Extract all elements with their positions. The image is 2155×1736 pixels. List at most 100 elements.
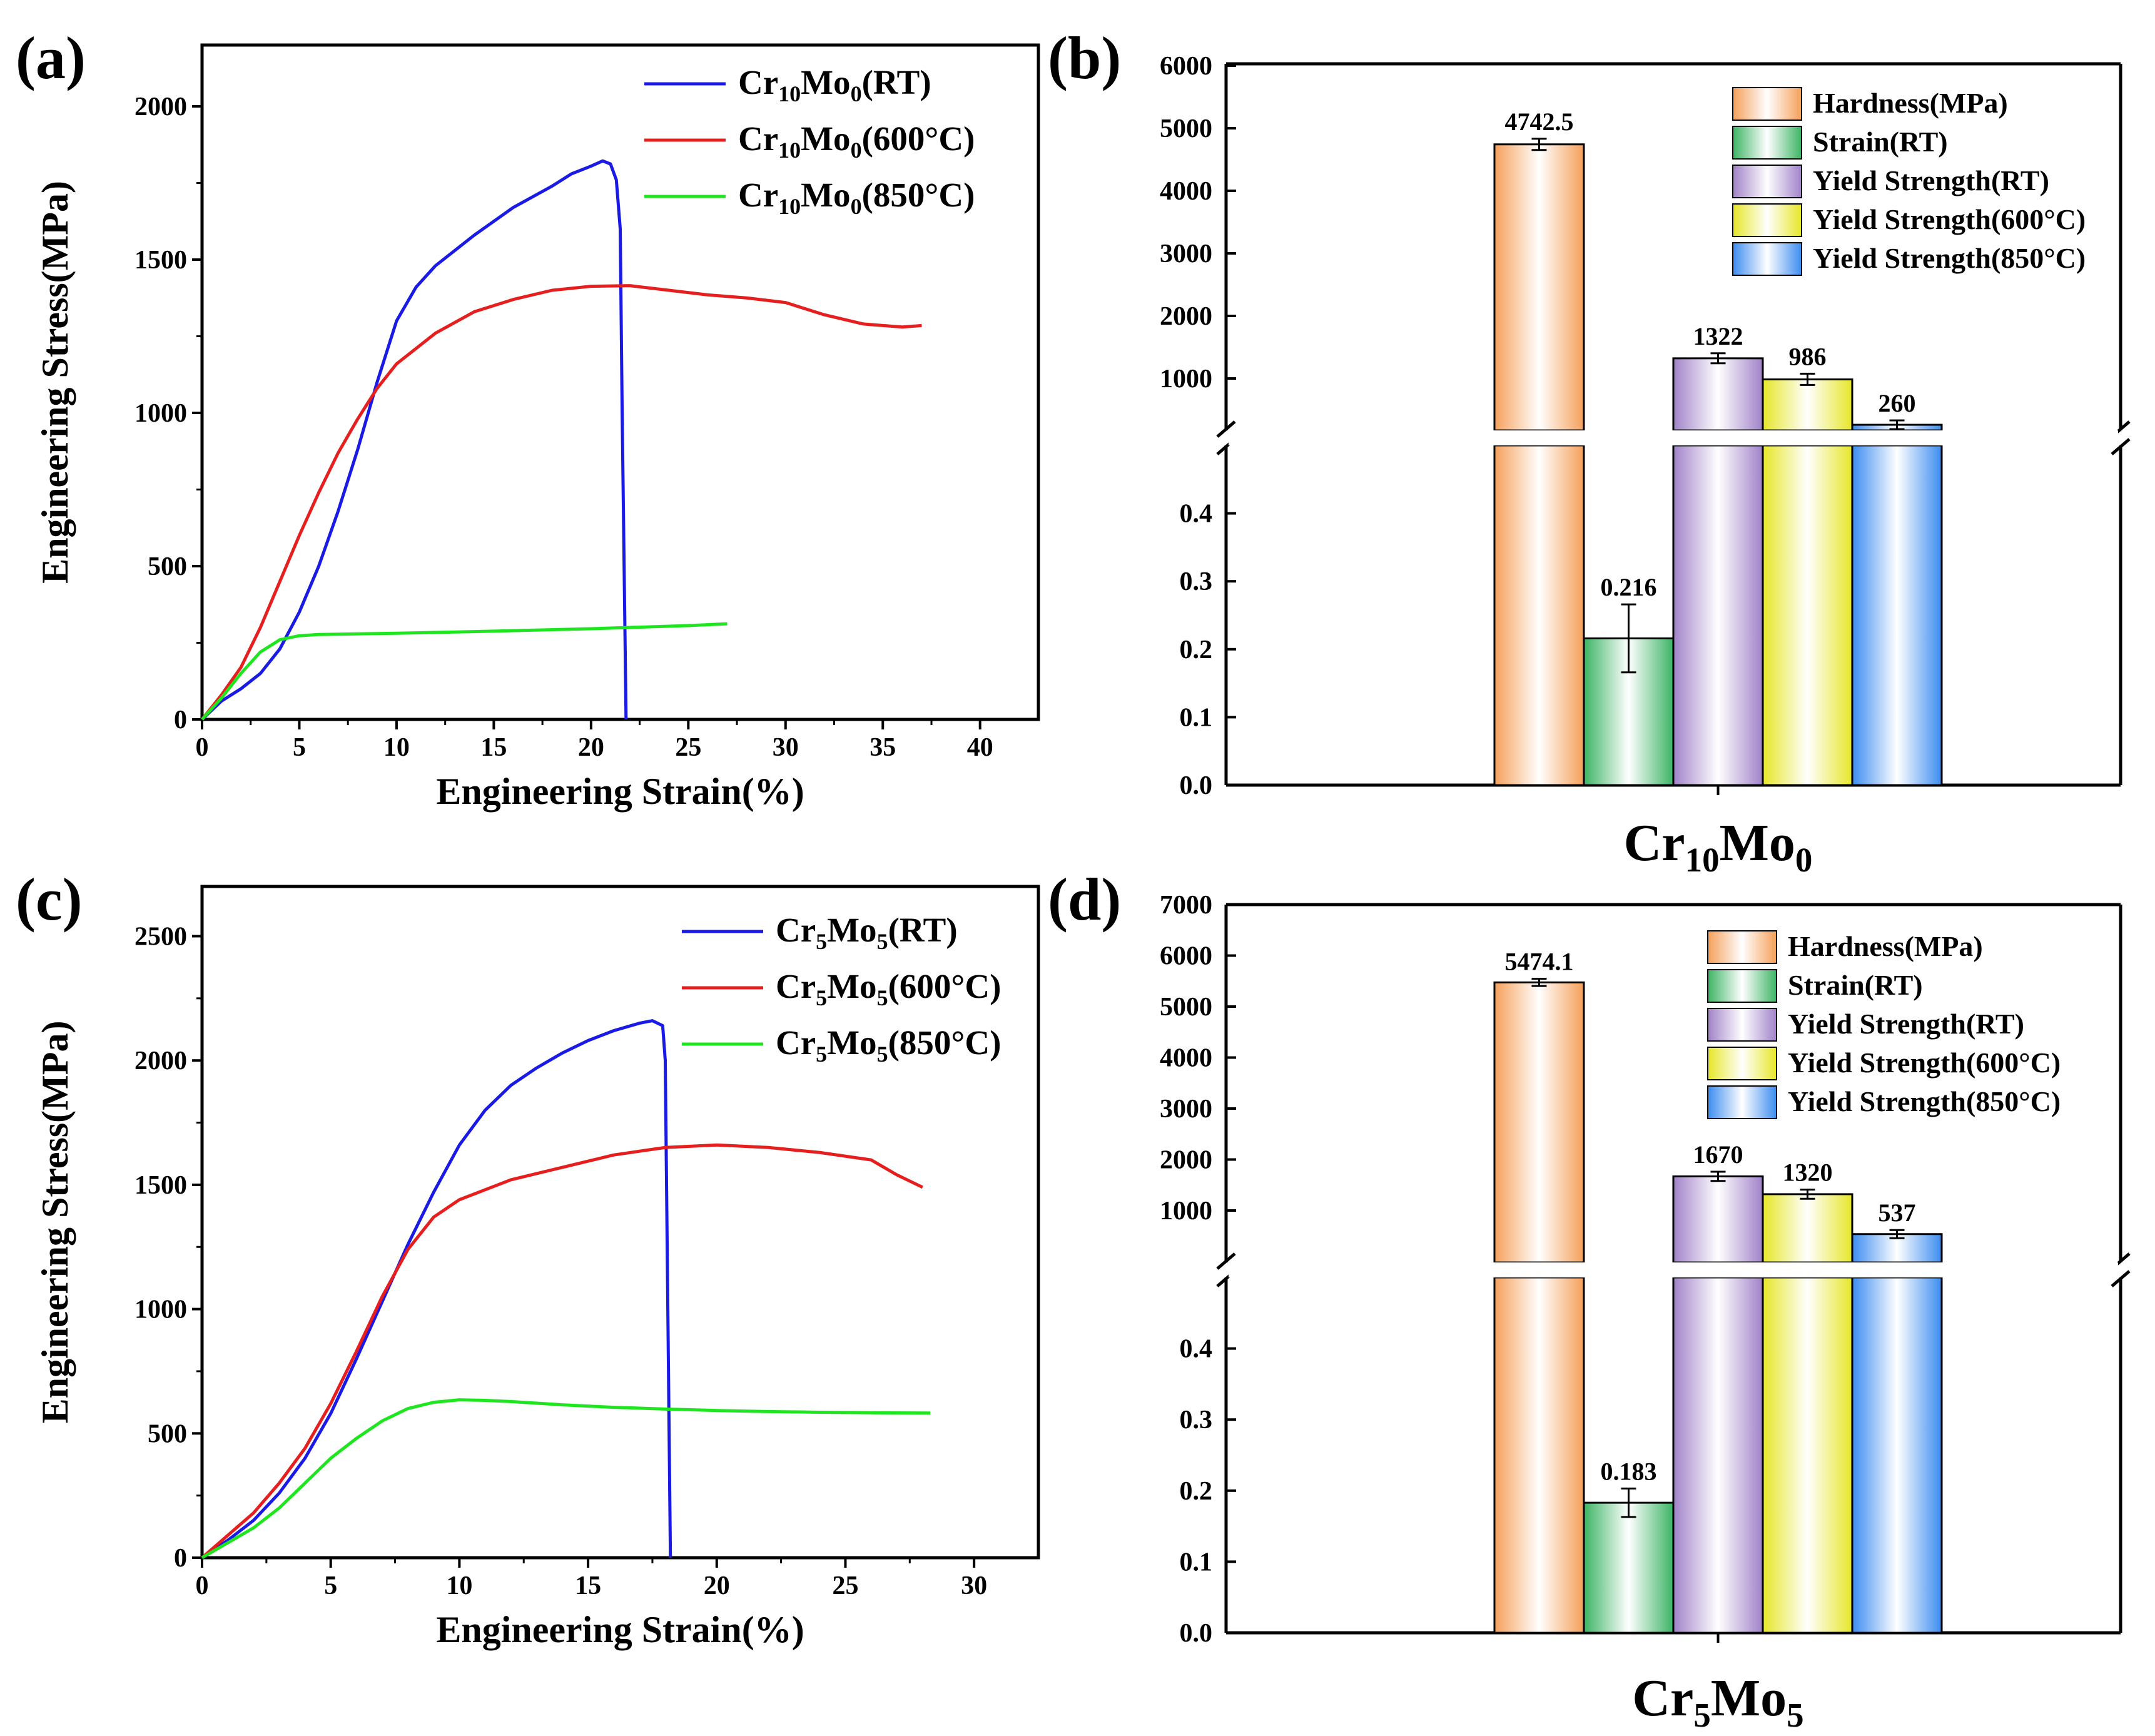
y-tick-label: 0.1 <box>1180 1548 1213 1576</box>
axis-break-gap <box>1229 1262 2118 1277</box>
y-tick-label: 5000 <box>1160 114 1212 143</box>
series-line-1 <box>201 284 922 721</box>
legend-label: Hardness(MPa) <box>1813 87 2008 119</box>
x-tick-label: 25 <box>675 733 701 762</box>
legend-label: Cr10Mo0(600°C) <box>738 119 975 163</box>
y-tick-label: 1000 <box>134 399 187 428</box>
category-label: Cr10Mo0 <box>1624 814 1813 879</box>
panel-label: (a) <box>16 24 86 91</box>
axis-break-gap <box>1229 430 2118 445</box>
data-label: 1670 <box>1693 1140 1743 1169</box>
y-tick-label: 2000 <box>134 1047 187 1075</box>
bar-lower-part <box>1672 444 1764 786</box>
x-tick-label: 30 <box>773 733 799 762</box>
panel-a: 0 5 10 15 20 25 30 35 40 0 500 1000 1500 2000 Engineer… <box>16 24 1040 812</box>
x-tick-label: 0 <box>196 1571 209 1600</box>
bar-lower-part <box>1851 1276 1943 1634</box>
y-tick-label: 2000 <box>134 93 187 121</box>
axis-break-mark <box>1216 420 1236 438</box>
legend-label: Hardness(MPa) <box>1788 930 1983 962</box>
data-label: 986 <box>1789 342 1827 370</box>
bar-lower-part <box>1493 444 1585 786</box>
series-line-2 <box>201 1398 931 1560</box>
y-tick-label: 0.0 <box>1180 771 1213 800</box>
x-tick-label: 20 <box>704 1571 730 1600</box>
x-tick-label: 5 <box>293 733 306 762</box>
bar-lower-part <box>1762 444 1853 786</box>
y-tick-label: 3000 <box>1160 1095 1212 1124</box>
legend-label: Cr5Mo5(600°C) <box>776 967 1001 1010</box>
legend-label: Cr10Mo0(850°C) <box>738 176 975 219</box>
x-tick-label: 15 <box>575 1571 601 1600</box>
y-tick-label: 2500 <box>134 922 187 951</box>
y-tick-label: 3000 <box>1160 240 1212 268</box>
bar-lower-part <box>1762 1276 1853 1634</box>
panel-d: 1000 2000 3000 4000 5000 6000 7000 0.0 0.1 0.2 0.3… <box>1048 866 2131 1648</box>
panel-b: 1000 2000 3000 4000 5000 6000 0.0 0.1 0.2 0.3 0.4 4… <box>1048 24 2131 800</box>
y-tick-label: 0.4 <box>1180 500 1213 529</box>
legend-label: Yield Strength(600°C) <box>1813 203 2086 235</box>
y-tick-label: 4000 <box>1160 177 1212 206</box>
plot-frame <box>200 885 1040 1560</box>
legend-label: Yield Strength(600°C) <box>1788 1047 2061 1079</box>
data-label: 537 <box>1879 1199 1916 1227</box>
legend-label: Cr5Mo5(850°C) <box>776 1023 1001 1067</box>
legend-swatch <box>1732 203 1802 237</box>
category-label: Cr5Mo5 <box>1632 1669 1803 1734</box>
x-tick-label: 20 <box>578 733 604 762</box>
x-tick-label: 5 <box>324 1571 337 1600</box>
x-axis-label: Engineering Strain(%) <box>436 771 804 812</box>
y-axis-label: Engineering Stress(MPa) <box>34 181 76 584</box>
legend-swatch <box>1732 126 1802 160</box>
y-tick-label: 0.2 <box>1180 636 1213 664</box>
y-tick-label: 0 <box>174 1544 187 1573</box>
axis-break-mark <box>2111 1270 2131 1287</box>
bar-upper-part <box>1493 981 1585 1264</box>
x-axis-label: Engineering Strain(%) <box>436 1609 804 1650</box>
series-line-0 <box>201 159 628 721</box>
panel-label: (c) <box>16 866 83 933</box>
x-tick-label: 15 <box>480 733 507 762</box>
legend-label: Cr10Mo0(RT) <box>738 63 931 106</box>
bar-upper-part <box>1493 143 1585 432</box>
legend-swatch <box>1707 1008 1777 1042</box>
y-tick-label: 5000 <box>1160 993 1212 1022</box>
legend-label: Yield Strength(850°C) <box>1788 1085 2061 1117</box>
legend-swatch <box>1732 87 1802 121</box>
y-tick-label: 0.3 <box>1180 567 1213 596</box>
y-axis-label: Engineering Stress(MPa) <box>34 1021 76 1424</box>
legend-swatch <box>1707 1085 1777 1119</box>
y-tick-label: 4000 <box>1160 1044 1212 1073</box>
y-tick-label: 0.2 <box>1180 1477 1213 1506</box>
legend-label: Yield Strength(RT) <box>1788 1008 2024 1040</box>
data-label: 0.216 <box>1601 573 1657 601</box>
bar-lower-part <box>1672 1276 1764 1634</box>
y-tick-label: 0.3 <box>1180 1406 1213 1434</box>
legend-swatch <box>1707 969 1777 1003</box>
y-tick-label: 6000 <box>1160 942 1212 971</box>
legend-swatch <box>1732 242 1802 276</box>
data-label: 0.183 <box>1601 1457 1657 1485</box>
series-line-0 <box>201 1019 672 1560</box>
x-tick-label: 30 <box>961 1571 987 1600</box>
legend-label: Strain(RT) <box>1788 969 1923 1001</box>
x-tick-label: 0 <box>196 733 209 762</box>
legend-label: Strain(RT) <box>1813 126 1948 158</box>
panel-label: (d) <box>1048 866 1121 933</box>
panel-c: 0 5 10 15 20 25 30 0 500 1000 1500 2000 2500 Engineer… <box>16 866 1040 1650</box>
legend-swatch <box>1732 165 1802 198</box>
y-tick-label: 1000 <box>1160 365 1212 393</box>
bar-upper-part <box>1672 1175 1764 1264</box>
panel-label: (b) <box>1048 24 1121 91</box>
bar <box>1583 1501 1675 1634</box>
y-tick-label: 1500 <box>134 1171 187 1200</box>
y-tick-label: 0 <box>174 706 187 734</box>
data-label: 1322 <box>1693 322 1743 350</box>
y-tick-label: 0.1 <box>1180 703 1213 732</box>
series-line-2 <box>201 622 728 721</box>
y-tick-label: 0.4 <box>1180 1335 1213 1364</box>
x-tick-label: 40 <box>967 733 993 762</box>
legend-swatch <box>1707 930 1777 964</box>
axis-break-mark <box>1216 1252 1236 1270</box>
